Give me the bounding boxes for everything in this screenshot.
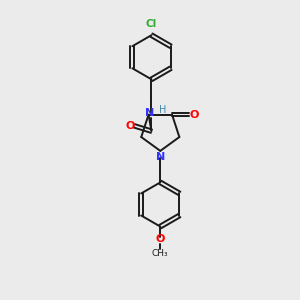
Text: O: O xyxy=(156,234,165,244)
Text: Cl: Cl xyxy=(146,19,157,29)
Text: O: O xyxy=(190,110,199,120)
Text: CH₃: CH₃ xyxy=(152,249,169,258)
Text: H: H xyxy=(159,105,166,115)
Text: N: N xyxy=(156,152,165,162)
Text: O: O xyxy=(125,121,135,131)
Text: N: N xyxy=(146,108,154,118)
